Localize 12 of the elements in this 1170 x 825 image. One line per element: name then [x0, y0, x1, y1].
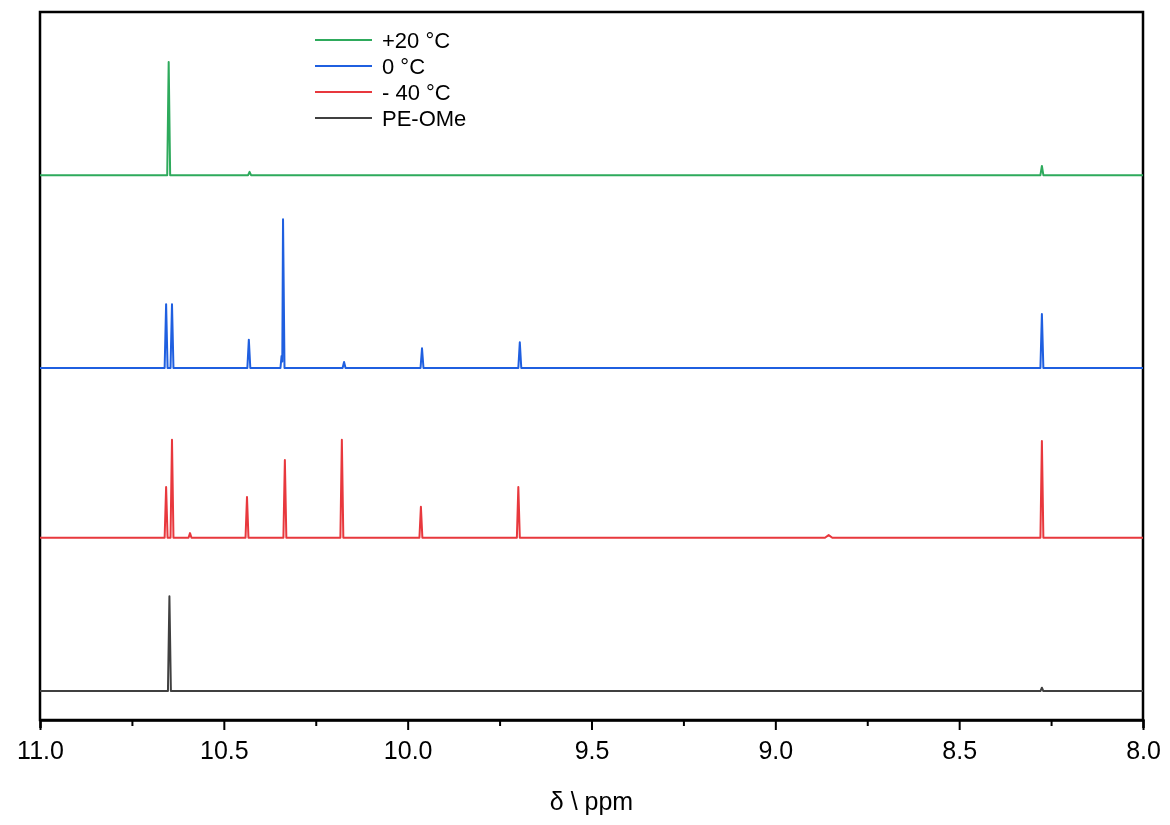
x-tick-label: 8.5 [942, 735, 978, 764]
legend-label: - 40 °C [382, 80, 451, 105]
x-tick-label: 11.0 [17, 735, 64, 764]
x-tick-label: 9.5 [574, 735, 610, 764]
legend-label: PE-OMe [382, 106, 467, 131]
x-tick-label: 9.0 [758, 735, 794, 764]
x-tick-label: 8.0 [1126, 735, 1161, 764]
legend-label: +20 °C [382, 28, 451, 53]
legend-label: 0 °C [382, 54, 426, 79]
x-axis-title: δ \ ppm [549, 787, 634, 815]
x-tick-label: 10.5 [200, 735, 249, 764]
x-tick-label: 10.0 [383, 735, 433, 764]
